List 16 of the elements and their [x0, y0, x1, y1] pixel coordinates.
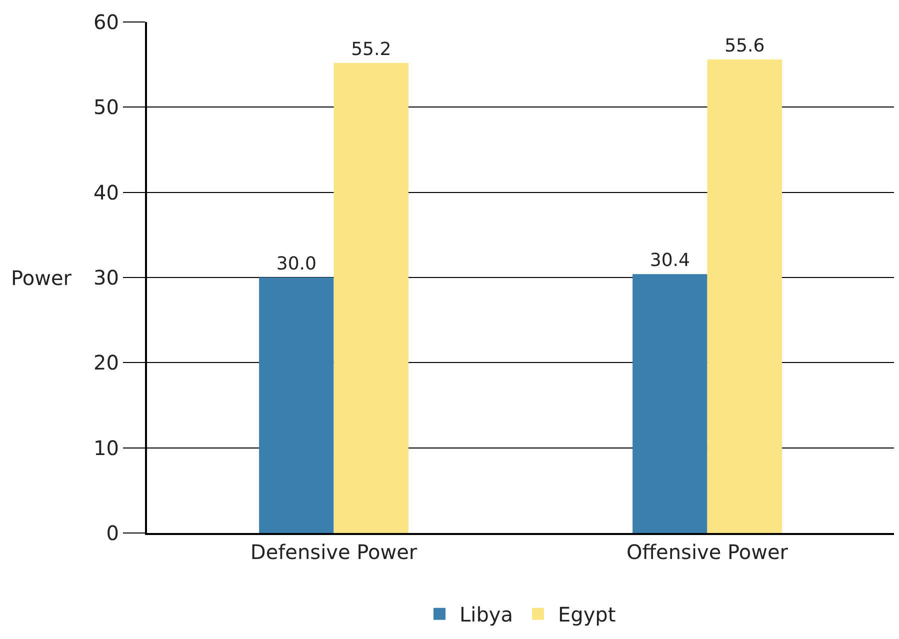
y-tick-label: 0 [106, 521, 119, 545]
x-tick-label: Offensive Power [626, 540, 789, 564]
data-label: 30.4 [650, 250, 690, 272]
y-tick-label: 20 [94, 350, 119, 375]
y-tick-label: 60 [94, 10, 119, 34]
data-label: 30.0 [276, 254, 316, 274]
y-tick-label: 40 [94, 180, 119, 204]
y-tick-label: 10 [94, 436, 119, 460]
legend-label: Libya [460, 602, 513, 627]
y-tick-label: 50 [94, 95, 119, 120]
data-label: 55.6 [724, 35, 765, 56]
x-tick-label: Defensive Power [250, 540, 418, 564]
data-label: 55.2 [351, 38, 392, 60]
y-axis-title: Power [11, 266, 72, 290]
legend-label: Egypt [558, 602, 616, 627]
y-tick-label: 30 [94, 266, 119, 290]
